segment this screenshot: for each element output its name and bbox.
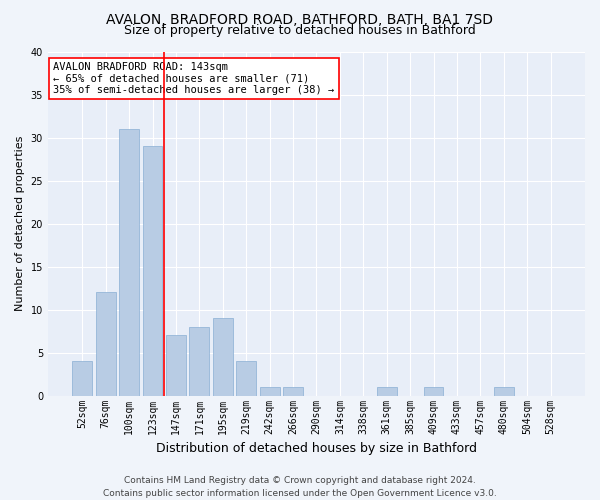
Bar <box>260 387 280 396</box>
Bar <box>119 129 139 396</box>
Bar <box>424 387 443 396</box>
Bar <box>73 361 92 396</box>
Bar <box>494 387 514 396</box>
Bar <box>283 387 303 396</box>
Text: Contains HM Land Registry data © Crown copyright and database right 2024.
Contai: Contains HM Land Registry data © Crown c… <box>103 476 497 498</box>
Bar <box>166 336 186 396</box>
Bar <box>377 387 397 396</box>
Bar <box>236 361 256 396</box>
Bar <box>96 292 116 396</box>
Y-axis label: Number of detached properties: Number of detached properties <box>15 136 25 312</box>
Text: AVALON BRADFORD ROAD: 143sqm
← 65% of detached houses are smaller (71)
35% of se: AVALON BRADFORD ROAD: 143sqm ← 65% of de… <box>53 62 335 95</box>
Text: AVALON, BRADFORD ROAD, BATHFORD, BATH, BA1 7SD: AVALON, BRADFORD ROAD, BATHFORD, BATH, B… <box>107 12 493 26</box>
X-axis label: Distribution of detached houses by size in Bathford: Distribution of detached houses by size … <box>156 442 477 455</box>
Bar <box>213 318 233 396</box>
Bar <box>190 327 209 396</box>
Text: Size of property relative to detached houses in Bathford: Size of property relative to detached ho… <box>124 24 476 37</box>
Bar <box>143 146 163 396</box>
